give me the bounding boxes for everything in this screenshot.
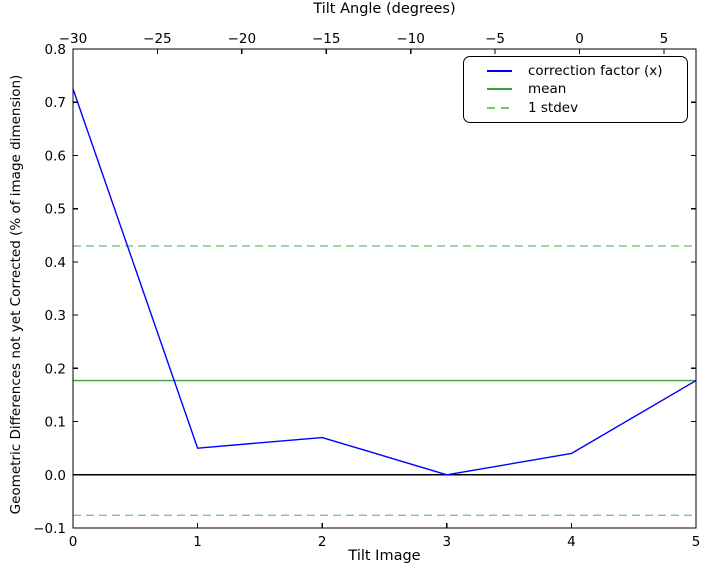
y-tick-label: 0.1 xyxy=(45,415,66,431)
y-tick-label: 0.3 xyxy=(45,308,66,324)
axes-frame xyxy=(72,48,697,529)
x-tick-label: 5 xyxy=(692,534,701,550)
data-line-correction-factor xyxy=(72,88,697,476)
x-tick-label: 3 xyxy=(443,534,452,550)
top-tick-label: −25 xyxy=(143,31,172,47)
y-tick-label: 0.8 xyxy=(45,42,66,58)
legend-line-sample xyxy=(487,88,512,91)
top-tick-label: −10 xyxy=(396,31,425,47)
legend-row: correction factor (x) xyxy=(487,63,679,79)
legend-label: mean xyxy=(528,81,567,98)
x-tick-label: 2 xyxy=(318,534,327,550)
top-tick-label: −5 xyxy=(485,31,505,47)
y-tick-label: 0.6 xyxy=(45,148,66,164)
top-tick-label: 5 xyxy=(660,31,669,47)
y-tick-label: 0.5 xyxy=(45,202,66,218)
legend-line-sample xyxy=(487,70,512,73)
x-tick-label: 4 xyxy=(567,534,576,550)
legend-row: 1 stdev xyxy=(487,100,679,116)
y-tick-label: 0.2 xyxy=(45,361,66,377)
top-tick-label: −15 xyxy=(312,31,341,47)
top-tick-label: −30 xyxy=(59,31,88,47)
x-tick-label: 0 xyxy=(69,534,78,550)
y-tick-label: 0.7 xyxy=(45,95,66,111)
legend-label: 1 stdev xyxy=(528,99,579,116)
y-tick-label: 0.0 xyxy=(45,468,66,484)
legend-label: correction factor (x) xyxy=(528,63,663,80)
legend-row: mean xyxy=(487,81,679,97)
top-axis-title: Tilt Angle (degrees) xyxy=(313,1,456,17)
top-tick-label: −20 xyxy=(228,31,257,47)
y-axis-title: Geometric Differences not yet Corrected … xyxy=(7,74,24,515)
x-tick-label: 1 xyxy=(193,534,202,550)
y-tick-label: 0.4 xyxy=(45,255,66,271)
y-tick-label: −0.1 xyxy=(33,521,66,537)
legend: correction factor (x) mean 1 stdev xyxy=(463,56,688,123)
legend-dashed-line-sample xyxy=(487,106,512,109)
bottom-axis-title: Tilt Image xyxy=(348,548,421,564)
top-tick-label: 0 xyxy=(575,31,584,47)
